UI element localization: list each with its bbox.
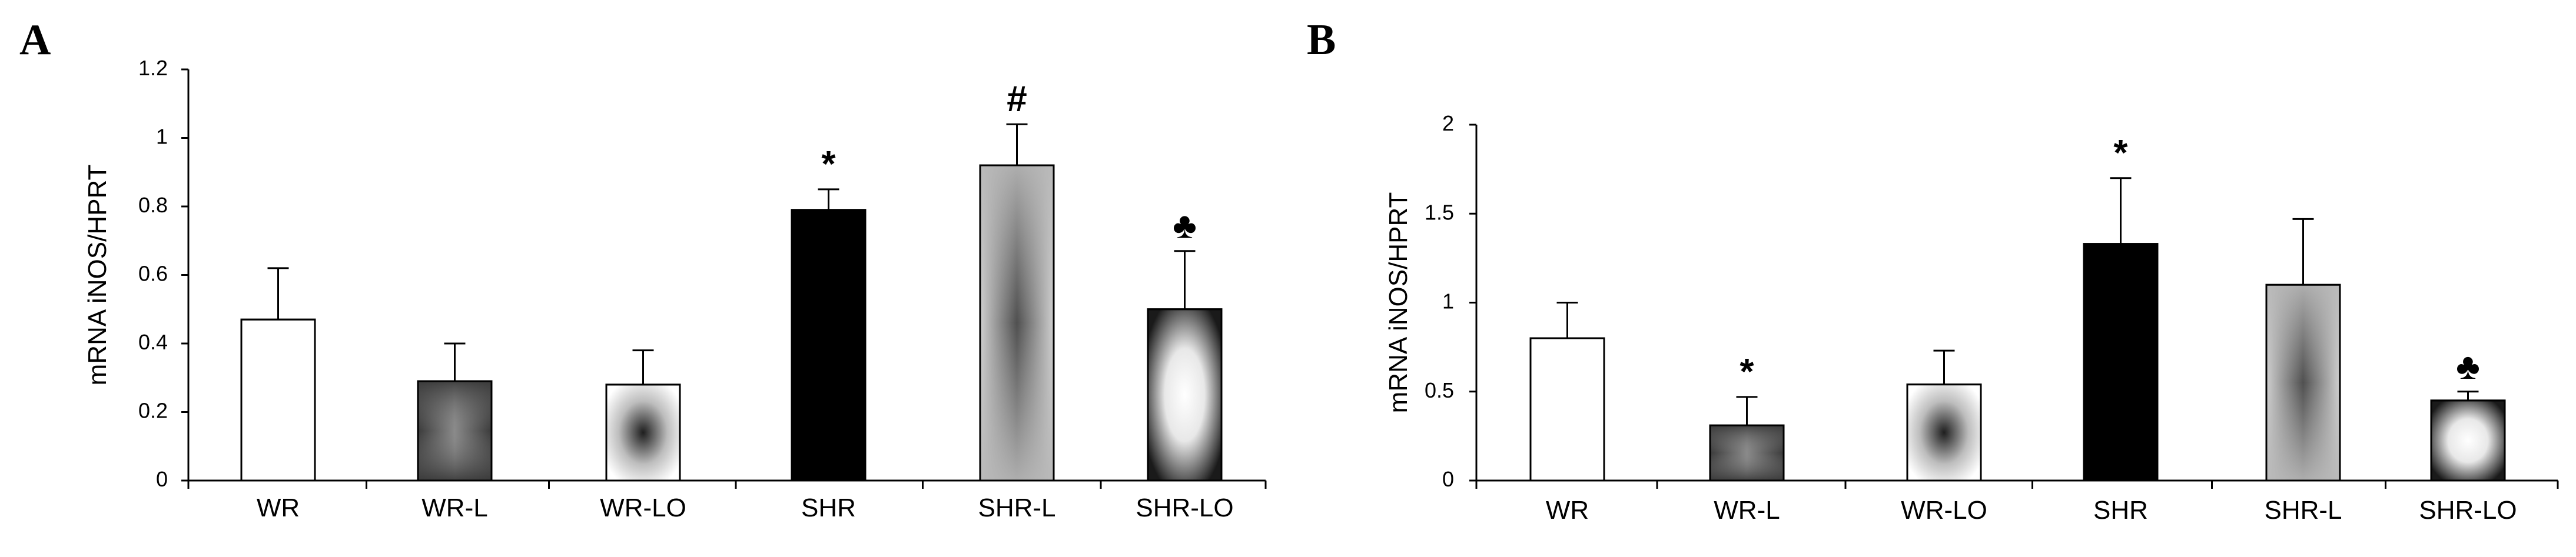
- panel-b-letter: B: [1307, 16, 1336, 64]
- chart-a-plot: 0 0.2 0.4 0.6 0.8 1 1.2 mRNA iNOS/HPRT WR WR-L WR-…: [83, 56, 1267, 522]
- chart-a-bar-wr-l-shade: [418, 381, 492, 481]
- chart-b-bar-wr-l-shade: [1710, 425, 1784, 481]
- chart-b-significance-marker: *: [2113, 133, 2128, 174]
- chart-b-y-tick-label: 0: [1442, 467, 1454, 491]
- chart-a-y-tick-label: 1.2: [138, 56, 168, 80]
- chart-a-y-tick-label: 0.8: [138, 193, 168, 217]
- chart-a-y-tick-label: 0: [156, 467, 168, 491]
- chart-a-bar-shr-l-shade: [980, 165, 1054, 481]
- chart-a-y-tick-label: 0.6: [138, 262, 168, 286]
- chart-a-category-label: WR-L: [421, 493, 487, 522]
- chart-b-category-label: SHR-LO: [2419, 496, 2517, 525]
- chart-a-category-label: WR: [257, 493, 300, 522]
- chart-a-category-label: WR-LO: [600, 493, 686, 522]
- chart-b-y-tick-label: 0.5: [1425, 378, 1454, 402]
- chart-b-bar-shr-l-shade: [2266, 285, 2340, 481]
- chart-b-category-label: WR-LO: [1901, 496, 1987, 525]
- chart-a-significance-marker: #: [1007, 79, 1027, 119]
- panel-a: A 0 0.2 0.4 0.6 0.8 1 1.2 mRNA iNOS/HPRT WR WR-L W…: [19, 16, 1267, 522]
- chart-a-y-tick-label: 1: [156, 125, 168, 149]
- chart-a-y-axis-title: mRNA iNOS/HPRT: [83, 165, 112, 386]
- chart-a-significance-marker: *: [821, 144, 836, 185]
- chart-b-bar-shr: [2083, 243, 2159, 482]
- panel-a-letter: A: [19, 16, 51, 64]
- chart-a-bar-shr: [791, 209, 867, 482]
- chart-a-bar-shr-lo: [1147, 308, 1223, 482]
- chart-b-bar-wr: [1529, 337, 1605, 482]
- panel-b: B 0 0.5 1 1.5 2 mRNA iNOS/HPRT WR * WR-L WR-LO * SH…: [1307, 16, 2559, 525]
- chart-a-category-label: SHR: [801, 493, 856, 522]
- chart-b-category-label: WR-L: [1714, 496, 1780, 525]
- chart-b-bar-wr-lo: [1906, 383, 1982, 482]
- chart-b-bar-shr-lo: [2430, 399, 2506, 482]
- chart-b-significance-marker: ♣: [2456, 346, 2480, 387]
- chart-a-significance-marker: ♣: [1173, 206, 1197, 246]
- chart-b-category-label: WR: [1546, 496, 1589, 525]
- chart-b-y-axis-title: mRNA iNOS/HPRT: [1384, 192, 1413, 413]
- chart-b-y-tick-label: 2: [1442, 111, 1454, 135]
- chart-a-y-tick-label: 0.2: [138, 399, 168, 423]
- chart-a-category-label: SHR-L: [978, 493, 1055, 522]
- chart-b-category-label: SHR: [2093, 496, 2148, 525]
- chart-a-bar-wr: [240, 318, 316, 482]
- chart-b-y-tick-label: 1.5: [1425, 200, 1454, 224]
- chart-a-y-tick-label: 0.4: [138, 330, 168, 354]
- chart-a-bar-wr-lo: [605, 383, 681, 482]
- chart-b-category-label: SHR-L: [2264, 496, 2342, 525]
- chart-a-category-label: SHR-LO: [1136, 493, 1233, 522]
- chart-b-y-tick-label: 1: [1442, 289, 1454, 313]
- chart-b-significance-marker: *: [1740, 352, 1754, 392]
- chart-b-plot: 0 0.5 1 1.5 2 mRNA iNOS/HPRT WR * WR-L WR-LO * SHR S…: [1384, 111, 2559, 525]
